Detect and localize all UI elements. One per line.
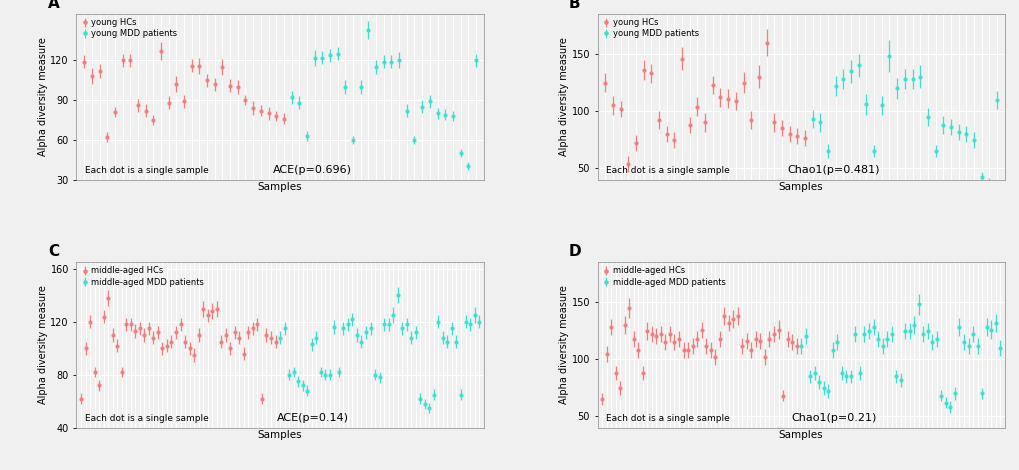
Text: A: A bbox=[48, 0, 60, 11]
Text: Chao1(p=0.21): Chao1(p=0.21) bbox=[791, 413, 875, 423]
Y-axis label: Alpha diversity measure: Alpha diversity measure bbox=[558, 38, 569, 156]
Text: Each dot is a single sample: Each dot is a single sample bbox=[605, 414, 729, 423]
Legend: middle-aged HCs, middle-aged MDD patients: middle-aged HCs, middle-aged MDD patient… bbox=[599, 265, 727, 288]
X-axis label: Samples: Samples bbox=[779, 182, 822, 192]
Text: Each dot is a single sample: Each dot is a single sample bbox=[85, 165, 208, 174]
Text: D: D bbox=[569, 244, 581, 259]
Text: Chao1(p=0.481): Chao1(p=0.481) bbox=[787, 164, 879, 174]
Legend: middle-aged HCs, middle-aged MDD patients: middle-aged HCs, middle-aged MDD patient… bbox=[78, 265, 206, 288]
Y-axis label: Alpha diversity measure: Alpha diversity measure bbox=[38, 286, 48, 404]
Legend: young HCs, young MDD patients: young HCs, young MDD patients bbox=[78, 16, 179, 40]
Y-axis label: Alpha diversity measure: Alpha diversity measure bbox=[558, 286, 569, 404]
X-axis label: Samples: Samples bbox=[258, 182, 302, 192]
Text: ACE(p=0.14): ACE(p=0.14) bbox=[276, 413, 348, 423]
Y-axis label: Alpha diversity measure: Alpha diversity measure bbox=[38, 38, 48, 156]
Text: Each dot is a single sample: Each dot is a single sample bbox=[605, 165, 729, 174]
Text: ACE(p=0.696): ACE(p=0.696) bbox=[273, 164, 352, 174]
X-axis label: Samples: Samples bbox=[779, 431, 822, 440]
Text: Each dot is a single sample: Each dot is a single sample bbox=[85, 414, 208, 423]
X-axis label: Samples: Samples bbox=[258, 431, 302, 440]
Text: C: C bbox=[48, 244, 59, 259]
Legend: young HCs, young MDD patients: young HCs, young MDD patients bbox=[599, 16, 700, 40]
Text: B: B bbox=[569, 0, 580, 11]
